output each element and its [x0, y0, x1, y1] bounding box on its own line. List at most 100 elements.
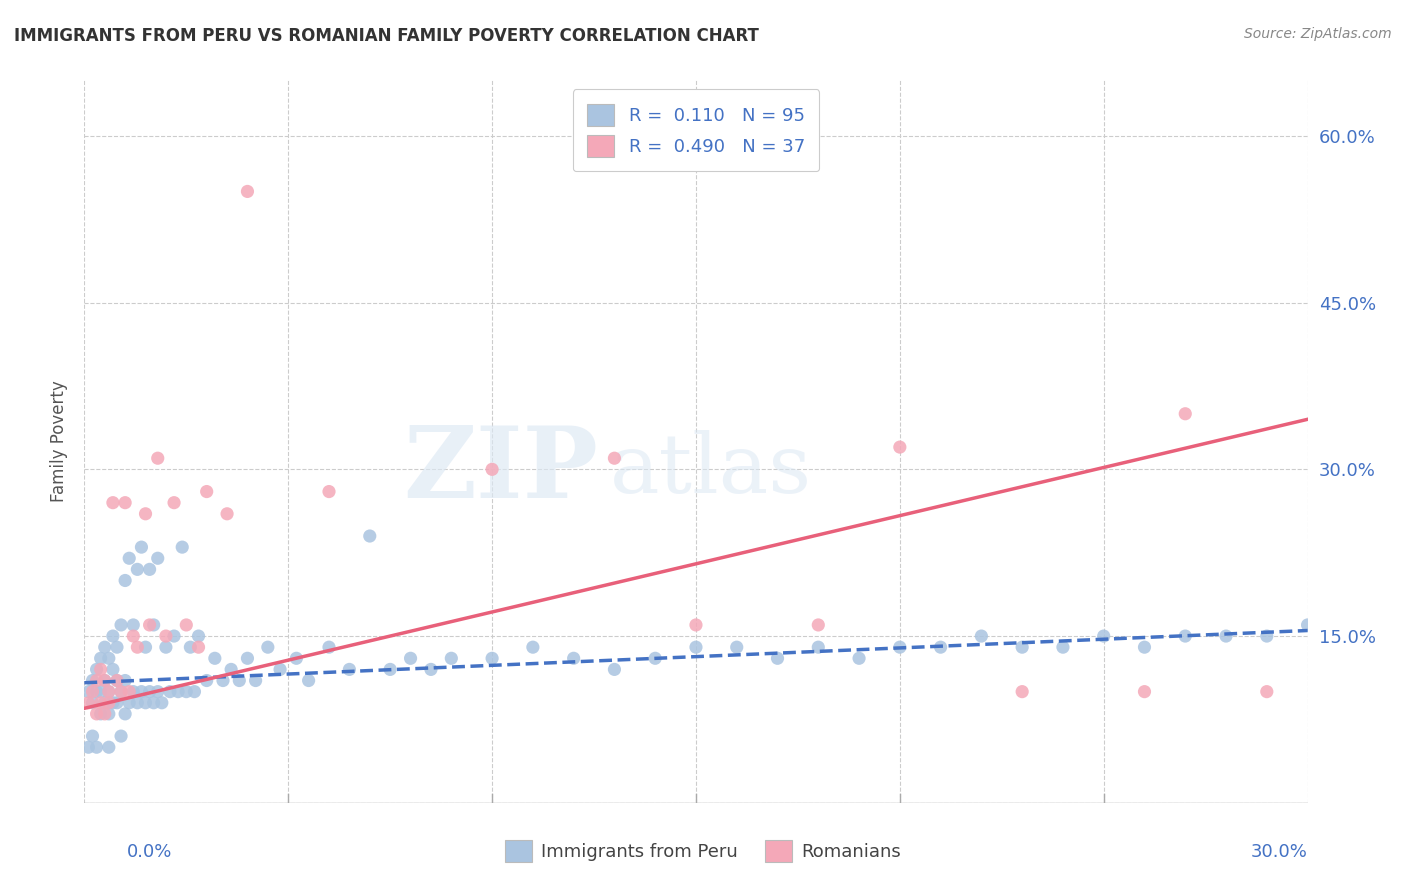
Point [155, 629, 177, 643]
Point [131, 540, 153, 554]
Point [127, 696, 149, 710]
Point [889, 640, 911, 655]
Point [685, 640, 707, 655]
Point [101, 629, 124, 643]
Point [142, 696, 165, 710]
Point [105, 640, 128, 655]
Point [603, 662, 626, 676]
Point [1215, 629, 1237, 643]
Text: 0.0%: 0.0% [127, 843, 172, 861]
Point [105, 673, 128, 688]
Point [159, 684, 181, 698]
Point [766, 651, 789, 665]
Point [848, 651, 870, 665]
Point [97, 740, 120, 755]
Text: IMMIGRANTS FROM PERU VS ROMANIAN FAMILY POVERTY CORRELATION CHART: IMMIGRANTS FROM PERU VS ROMANIAN FAMILY … [14, 27, 759, 45]
Point [1133, 640, 1156, 655]
Point [187, 629, 209, 643]
Point [110, 684, 132, 698]
Point [101, 496, 124, 510]
Point [77, 684, 100, 698]
Point [77, 740, 100, 755]
Point [399, 651, 422, 665]
Point [86, 684, 108, 698]
Point [90, 662, 112, 676]
Point [127, 640, 149, 655]
Y-axis label: Family Poverty: Family Poverty [51, 381, 69, 502]
Point [219, 662, 242, 676]
Point [86, 673, 108, 688]
Text: Source: ZipAtlas.com: Source: ZipAtlas.com [1244, 27, 1392, 41]
Point [82, 729, 104, 743]
Point [105, 673, 128, 688]
Point [114, 496, 136, 510]
Point [269, 662, 291, 676]
Point [179, 640, 201, 655]
Point [1011, 640, 1033, 655]
Point [90, 684, 112, 698]
Point [174, 618, 197, 632]
Point [195, 673, 218, 688]
Point [101, 696, 124, 710]
Point [167, 684, 190, 698]
Point [135, 507, 157, 521]
Point [481, 462, 503, 476]
Point [236, 185, 259, 199]
Point [82, 684, 104, 698]
Point [82, 696, 104, 710]
Point [174, 684, 197, 698]
Point [970, 629, 993, 643]
Point [97, 706, 120, 721]
Point [118, 551, 141, 566]
Point [93, 696, 115, 710]
Point [90, 706, 112, 721]
Point [1296, 618, 1319, 632]
Point [1052, 640, 1074, 655]
Point [90, 696, 112, 710]
Point [212, 673, 235, 688]
Point [114, 574, 136, 588]
Point [562, 651, 585, 665]
Point [228, 673, 250, 688]
Point [298, 673, 321, 688]
Point [86, 706, 108, 721]
Text: atlas: atlas [610, 431, 813, 510]
Point [1092, 629, 1115, 643]
Legend: Immigrants from Peru, Romanians: Immigrants from Peru, Romanians [498, 833, 908, 870]
Point [97, 684, 120, 698]
Point [481, 651, 503, 665]
Point [97, 684, 120, 698]
Point [245, 673, 267, 688]
Point [889, 440, 911, 454]
Point [110, 618, 132, 632]
Point [420, 662, 443, 676]
Point [257, 640, 280, 655]
Point [929, 640, 952, 655]
Point [90, 651, 112, 665]
Point [150, 696, 173, 710]
Point [644, 651, 666, 665]
Point [138, 618, 160, 632]
Point [93, 673, 115, 688]
Point [1174, 629, 1197, 643]
Point [82, 673, 104, 688]
Point [163, 496, 186, 510]
Point [807, 618, 830, 632]
Point [1011, 684, 1033, 698]
Point [131, 684, 153, 698]
Point [86, 662, 108, 676]
Point [440, 651, 463, 665]
Point [187, 640, 209, 655]
Point [163, 629, 186, 643]
Point [236, 651, 259, 665]
Point [97, 651, 120, 665]
Point [339, 662, 361, 676]
Point [110, 729, 132, 743]
Point [135, 696, 157, 710]
Point [380, 662, 402, 676]
Point [93, 706, 115, 721]
Text: 30.0%: 30.0% [1251, 843, 1308, 861]
Point [1174, 407, 1197, 421]
Point [114, 706, 136, 721]
Point [138, 562, 160, 576]
